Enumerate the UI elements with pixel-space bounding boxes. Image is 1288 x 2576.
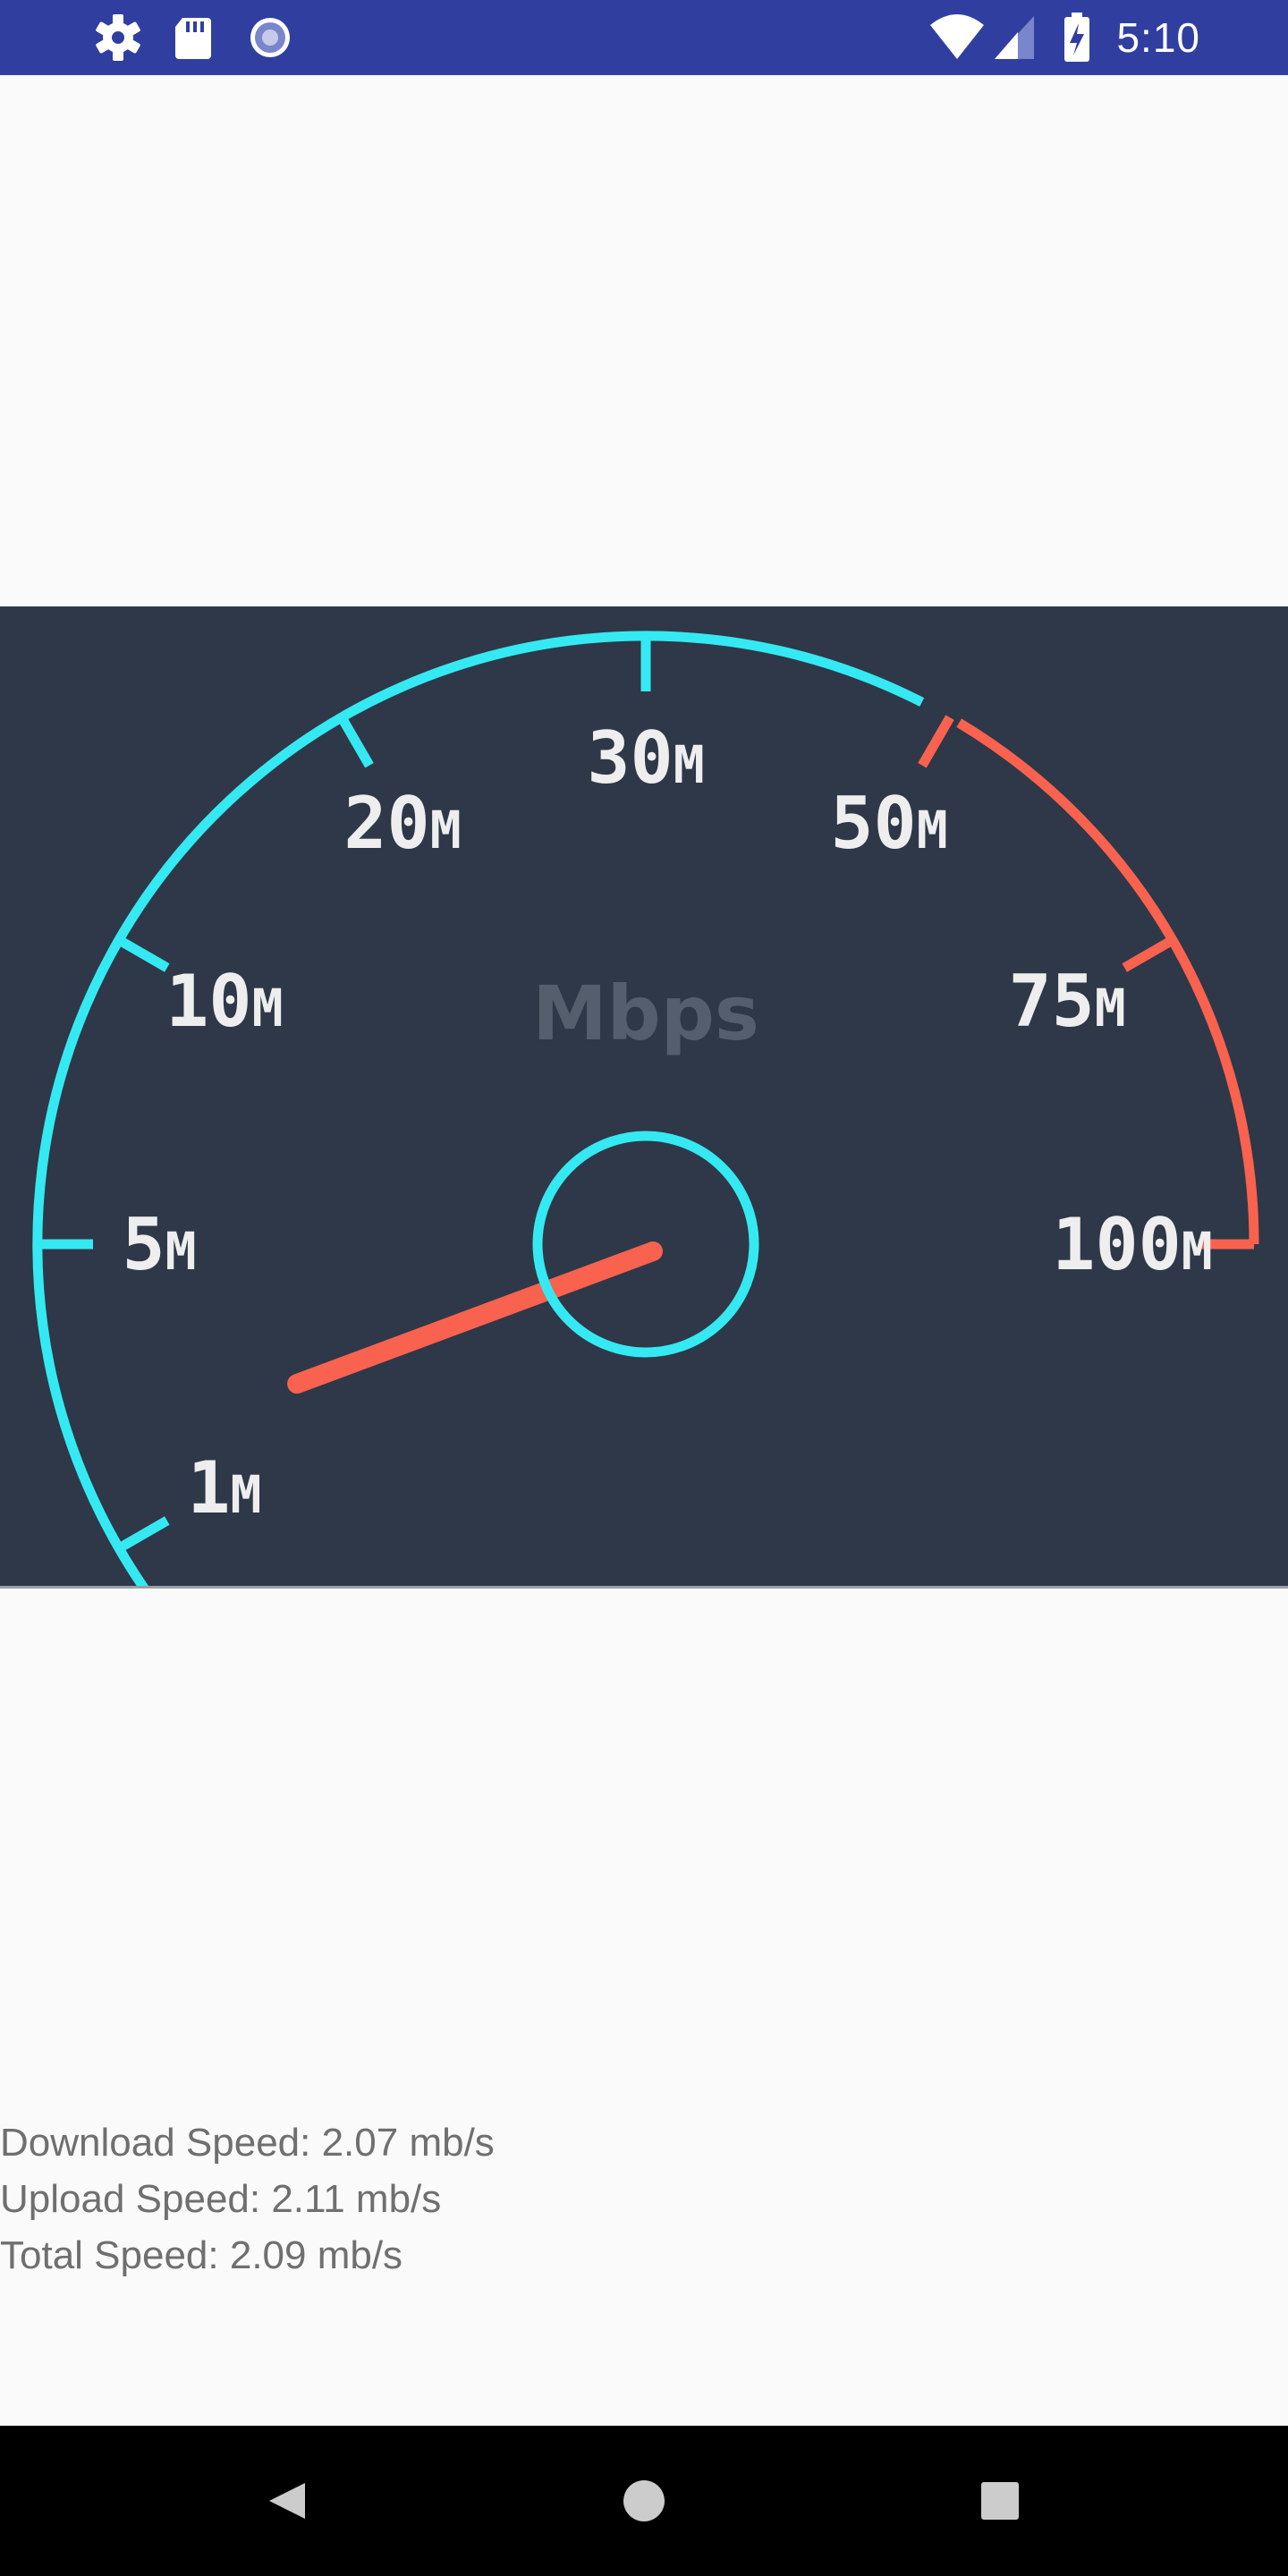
gauge-arc-normal: [32, 631, 925, 1586]
back-icon: [269, 2483, 305, 2519]
gauge-label-20m: 20M: [343, 782, 461, 865]
gauge-label-50m: 50M: [830, 782, 947, 865]
gauge-label-30m: 30M: [587, 716, 704, 800]
gauge-label-5m: 5M: [122, 1203, 196, 1286]
gauge-tick-50m: [918, 715, 954, 768]
gauge-canvas: 0M1M5M10M20M30M50M75M100M Mbps: [32, 631, 1259, 1586]
gauge-tick-20m: [337, 715, 374, 768]
gear-icon: [96, 14, 140, 61]
back-button[interactable]: [179, 2426, 394, 2576]
gauge-tick-75m: [1122, 936, 1175, 972]
gauge-label-10m: 10M: [165, 960, 283, 1043]
navigation-bar: [0, 2426, 1288, 2576]
home-icon: [623, 2480, 665, 2521]
gauge-needle: [287, 1241, 663, 1394]
gauge-divider: [0, 1586, 1288, 1589]
gauge-tick-10m: [116, 936, 170, 972]
gauge-arc-high: [956, 718, 1259, 1245]
gauge-hub: [532, 1131, 759, 1358]
sync-icon: [250, 18, 290, 57]
total-speed-text: Total Speed: 2.09 mb/s: [0, 2233, 403, 2277]
gauge-label-100m: 100M: [1052, 1203, 1212, 1286]
gauge-label-1m: 1M: [187, 1446, 261, 1530]
speedometer-gauge: 0M1M5M10M20M30M50M75M100M Mbps: [0, 606, 1288, 1589]
status-bar: 5:10: [0, 0, 1288, 75]
speed-info: Download Speed: 2.07 mb/s Upload Speed: …: [0, 2114, 495, 2284]
recents-button[interactable]: [893, 2426, 1107, 2576]
upload-speed-text: Upload Speed: 2.11 mb/s: [0, 2177, 442, 2221]
cellular-signal-icon: [995, 16, 1034, 59]
download-speed-text: Download Speed: 2.07 mb/s: [0, 2121, 495, 2165]
recents-icon: [981, 2482, 1019, 2520]
battery-charging-icon: [1064, 13, 1089, 62]
status-bar-time: 5:10: [1116, 14, 1200, 61]
gauge-tick-1m: [116, 1516, 170, 1553]
gauge-label-75m: 75M: [1008, 960, 1125, 1043]
gauge-unit-label: Mbps: [532, 970, 759, 1057]
home-button[interactable]: [537, 2426, 751, 2576]
wifi-icon: [930, 14, 984, 59]
sd-card-icon: [175, 18, 211, 59]
